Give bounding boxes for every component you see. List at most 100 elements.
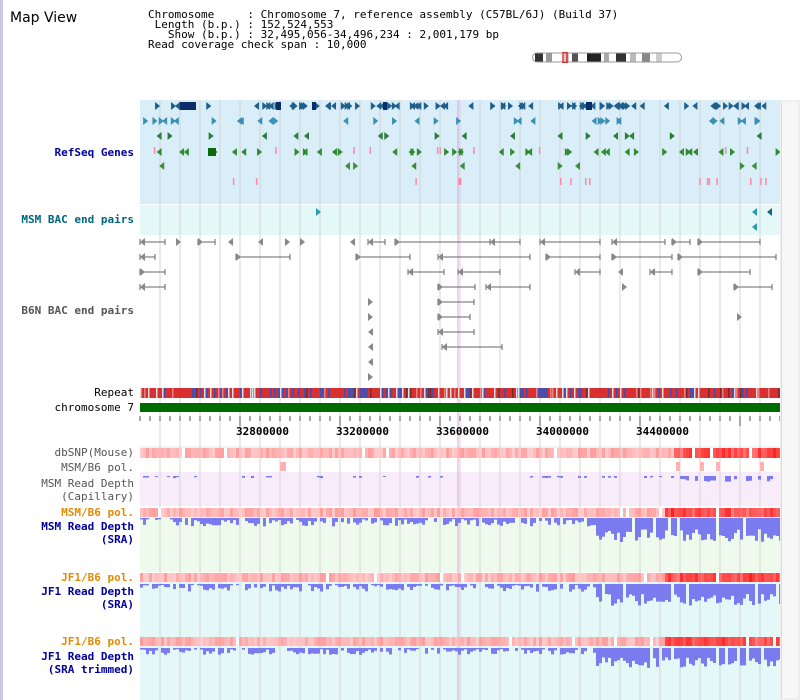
gene-glyph: [605, 117, 611, 125]
msm-pol-heat: [641, 508, 644, 517]
jf1-pol-heat-2: [293, 637, 296, 646]
jf1-sra-depth-bar: [254, 584, 257, 588]
jf1-pol-heat-2: [590, 637, 593, 646]
dbsnp-heat: [263, 448, 266, 458]
gene-glyph: [712, 117, 718, 125]
chromosome-ideogram[interactable]: [532, 52, 682, 63]
jf1-sra-depth-bar: [461, 584, 464, 590]
jf1-trim-depth-bar: [380, 648, 383, 652]
jf1-pol-heat-1: [488, 573, 491, 582]
jf1-trim-depth-bar: [542, 648, 545, 650]
msm-cap-depth-bar: [749, 476, 752, 481]
jf1-pol-heat-1: [362, 573, 365, 582]
msm-sra-depth-bar: [221, 518, 224, 521]
msm-sra-depth-bar: [692, 518, 695, 533]
dbsnp-heat: [524, 448, 527, 458]
jf1-pol-heat-1: [344, 573, 347, 582]
jf1-trim-depth-bar: [464, 648, 467, 650]
jf1-sra-depth-bar: [464, 584, 467, 588]
msm-sra-depth-bar: [173, 518, 176, 523]
jf1-trim-depth-bar: [257, 648, 260, 654]
jf1-pol-heat-2: [776, 637, 779, 646]
repeat-element: [516, 388, 518, 398]
repeat-element: [566, 388, 568, 398]
repeat-element: [574, 388, 576, 398]
msm-pol-heat: [737, 508, 740, 517]
repeat-element: [778, 388, 780, 398]
jf1-trim-depth-bar: [152, 648, 155, 655]
jf1-sra-depth-bar: [317, 584, 320, 589]
gene-glyph: [591, 117, 597, 125]
dbsnp-heat: [191, 448, 194, 458]
jf1-pol-heat-2: [518, 637, 521, 646]
dbsnp-heat: [674, 448, 677, 458]
bac-end: [486, 283, 491, 291]
repeat-element: [420, 388, 422, 398]
jf1-pol-heat-1: [740, 573, 743, 582]
transcript-mark: [708, 178, 711, 185]
msm-cap-depth-bar: [671, 476, 674, 478]
jf1-pol-heat-1: [770, 573, 773, 582]
jf1-sra-depth-bar: [551, 584, 554, 591]
info-chromosome: Chromosome : Chromosome 7, reference ass…: [148, 8, 619, 21]
jf1-sra-depth-bar: [455, 584, 458, 588]
jf1-pol-heat-2: [416, 637, 419, 646]
jf1-pol-heat-2: [209, 637, 212, 646]
jf1-pol-heat-1: [674, 573, 677, 582]
dbsnp-heat: [515, 448, 518, 458]
dbsnp-heat: [350, 448, 353, 458]
gene-glyph: [273, 117, 279, 125]
msm-sra-depth-bar: [467, 518, 470, 525]
msm-pol-heat: [434, 508, 437, 517]
msm-sra-depth-bar: [707, 518, 710, 535]
jf1-pol-heat-1: [146, 573, 149, 582]
jf1-pol-heat-2: [359, 637, 362, 646]
msm-pol-heat: [410, 508, 413, 517]
dbsnp-heat: [701, 448, 704, 458]
msm-sra-depth-bar: [737, 518, 740, 530]
jf1-sra-depth-bar: [281, 584, 284, 587]
msm-pol-heat: [566, 508, 569, 517]
dbsnp-heat: [755, 448, 758, 458]
dbsnp-heat: [422, 448, 425, 458]
repeat-element: [270, 388, 272, 398]
jf1-trim-depth-bar: [149, 648, 152, 651]
jf1-pol-heat-2: [395, 637, 398, 646]
repeat-element: [734, 388, 736, 398]
msm-pol-heat: [473, 508, 476, 517]
jf1-trim-depth-bar: [194, 648, 197, 650]
jf1-pol-heat-2: [425, 637, 428, 646]
jf1-pol-heat-1: [212, 573, 215, 582]
msm-pol-heat: [521, 508, 524, 517]
msm-pol-heat: [524, 508, 527, 517]
transcript-mark: [559, 178, 562, 185]
jf1-pol-heat-2: [596, 637, 599, 646]
jf1-pol-heat-2: [752, 637, 755, 646]
jf1-sra-depth-bar: [614, 584, 617, 604]
jf1-trim-depth-bar: [608, 648, 611, 658]
msm-pol-heat: [203, 508, 206, 517]
repeat-element: [194, 388, 196, 398]
scrollbar-thumb[interactable]: [781, 102, 798, 698]
jf1-trim-depth-bar: [206, 648, 209, 652]
gene-glyph: [416, 148, 422, 156]
msm-sra-depth-bar: [752, 518, 755, 536]
jf1-pol-heat-1: [413, 573, 416, 582]
msm-sra-depth-bar: [191, 518, 194, 527]
jf1-trim-depth-bar: [266, 648, 269, 650]
jf1-pol-heat-1: [302, 573, 305, 582]
dbsnp-heat: [554, 448, 557, 458]
msm-pol-heat: [743, 508, 746, 517]
jf1-pol-heat-2: [677, 637, 680, 646]
dbsnp-heat: [692, 448, 695, 458]
jf1-pol-heat-1: [299, 573, 302, 582]
msm-sra-depth-bar: [590, 518, 593, 526]
gene-glyph: [337, 148, 343, 156]
jf1-trim-depth-bar: [731, 648, 734, 664]
dbsnp-heat: [530, 448, 533, 458]
repeat-element: [192, 388, 194, 398]
jf1-pol-heat-2: [527, 637, 530, 646]
jf1-pol-heat-1: [527, 573, 530, 582]
dbsnp-heat: [476, 448, 479, 458]
